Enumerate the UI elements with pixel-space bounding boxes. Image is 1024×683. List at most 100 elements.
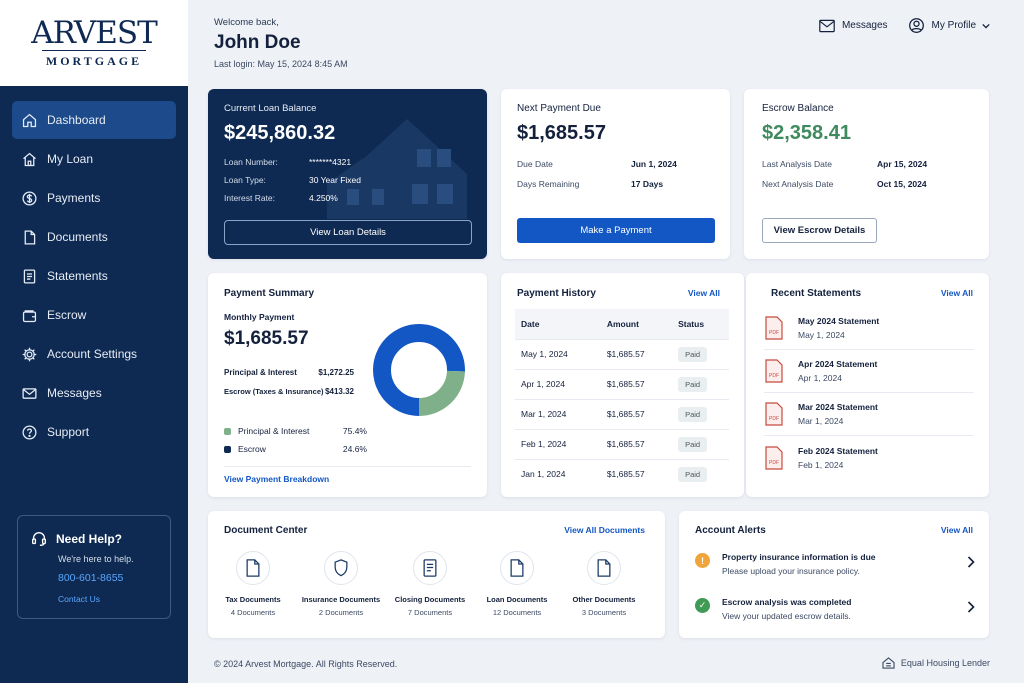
sidebar-item-label: Documents [47,230,108,244]
sidebar-item-payments[interactable]: Payments [12,179,176,217]
sidebar-item-dashboard[interactable]: Dashboard [12,101,176,139]
payment-history-view-all[interactable]: View All [687,288,720,298]
alert-subtitle: View your updated escrow details. [722,611,851,621]
svg-text:PDF: PDF [769,460,779,466]
sidebar-item-my-loan[interactable]: My Loan [12,140,176,178]
next-payment-amount: $1,685.57 [517,122,606,144]
document-category-insurance[interactable]: Insurance Documents 2 Documents [296,551,386,617]
view-payment-breakdown-link[interactable]: View Payment Breakdown [224,474,330,484]
alerts-view-all[interactable]: View All [940,525,973,535]
sidebar-item-label: My Loan [47,152,94,166]
document-icon-circle [324,551,358,585]
payment-date: Apr 1, 2024 [515,368,601,399]
messages-button[interactable]: Messages [819,19,888,33]
list-item[interactable]: PDF Mar 2024 Statement Mar 1, 2024 [764,393,974,436]
legend-label: Escrow [238,444,266,454]
sidebar-item-label: Account Settings [47,347,138,361]
loan-balance: $245,860.32 [224,122,336,144]
document-category-closing[interactable]: Closing Documents 7 Documents [385,551,475,617]
pdf-icon: PDF [765,316,783,340]
payment-date: May 1, 2024 [515,338,601,369]
view-escrow-details-button[interactable]: View Escrow Details [762,218,877,243]
status-badge: Paid [678,467,708,483]
house-illustration [327,119,467,219]
legend-item: Escrow 24.6% [224,444,367,454]
document-category-name: Closing Documents [394,595,466,604]
statements-view-all[interactable]: View All [940,288,973,298]
main-content: Welcome back, John Doe Last login: May 1… [188,0,1024,683]
loan-row-key: Loan Type: [224,175,266,185]
table-header-row: Date Amount Status [515,309,729,339]
status-cell: Paid [672,398,729,429]
payment-date: Jan 1, 2024 [515,458,601,489]
user-name: John Doe [214,32,301,53]
next-payment-key: Days Remaining [517,179,580,189]
pdf-icon: PDF [765,402,783,426]
document-category-count: 3 Documents [581,608,627,617]
sidebar-nav: Dashboard My Loan Payments Documents Sta… [12,101,176,452]
alert-item-insurance[interactable]: ! Property insurance information is due P… [695,552,975,576]
loan-row-value: 4.250% [309,193,338,203]
chevron-right-icon [967,601,975,613]
document-icon [597,559,611,577]
status-cell: Paid [672,458,729,489]
house-icon [20,150,38,168]
logo-divider [42,49,146,51]
document-icon [246,559,260,577]
view-loan-details-button[interactable]: View Loan Details [224,220,472,245]
summary-row-key: Escrow (Taxes & Insurance) [224,387,324,396]
next-payment-key: Due Date [517,159,553,169]
alert-subtitle: Please upload your insurance policy. [722,566,860,576]
payment-summary-title: Payment Summary [224,288,315,299]
escrow-key: Next Analysis Date [762,179,834,189]
summary-row: Principal & Interest $1,272.25 [224,368,354,377]
document-category-tax[interactable]: Tax Documents 4 Documents [208,551,298,617]
payment-history-card: Payment History View All Date Amount Sta… [501,273,744,497]
document-category-other[interactable]: Other Documents 3 Documents [559,551,649,617]
loan-row: Interest Rate: 4.250% [224,193,361,203]
payment-date: Mar 1, 2024 [515,398,601,429]
make-payment-button[interactable]: Make a Payment [517,218,715,243]
profile-menu-button[interactable]: My Profile [908,17,990,34]
alert-title: Escrow analysis was completed [722,597,852,607]
contact-us-link[interactable]: Contact Us [58,594,101,604]
status-badge: Paid [678,407,708,422]
loan-row-key: Interest Rate: [224,193,276,203]
document-category-name: Other Documents [572,595,636,604]
list-item[interactable]: PDF Feb 2024 Statement Feb 1, 2024 [764,436,974,479]
alert-item-escrow[interactable]: ✓ Escrow analysis was completed View your… [695,597,975,621]
svg-text:PDF: PDF [769,330,779,336]
loan-row-value: *******4321 [309,157,352,167]
status-badge: Paid [678,377,708,392]
recent-statements-title: Recent Statements [771,288,862,299]
document-category-count: 12 Documents [492,608,542,617]
sidebar-item-messages[interactable]: Messages [12,374,176,412]
welcome-text: Welcome back, [214,17,279,28]
sidebar-item-statements[interactable]: Statements [12,257,176,295]
sidebar-item-documents[interactable]: Documents [12,218,176,256]
payment-amount: $1,685.57 [600,398,673,429]
help-title-row: Need Help? [30,530,158,548]
help-phone-link[interactable]: 800-601-8655 [58,572,124,584]
document-category-name: Tax Documents [225,595,281,604]
messages-label: Messages [841,20,888,31]
status-cell: Paid [672,368,729,399]
status-badge: Paid [678,437,708,452]
headset-icon [30,530,48,548]
list-item[interactable]: PDF Apr 2024 Statement Apr 1, 2024 [764,350,974,393]
statement-info: Mar 2024 Statement Mar 1, 2024 [798,402,878,426]
escrow-value: Oct 15, 2024 [877,179,927,189]
list-item[interactable]: PDF May 2024 Statement May 1, 2024 [764,307,974,350]
svg-text:PDF: PDF [769,416,779,422]
payment-amount: $1,685.57 [600,428,673,459]
document-icon [510,559,524,577]
document-category-loan[interactable]: Loan Documents 12 Documents [472,551,562,617]
sidebar-item-account-settings[interactable]: Account Settings [12,335,176,373]
help-title: Need Help? [56,532,123,546]
sidebar-item-escrow[interactable]: Escrow [12,296,176,334]
logo[interactable]: ARVEST MORTGAGE [0,0,188,86]
escrow-key: Last Analysis Date [762,159,832,169]
sidebar-item-support[interactable]: Support [12,413,176,451]
payment-breakdown-donut-chart [373,324,465,416]
view-all-documents-link[interactable]: View All Documents [564,525,645,535]
